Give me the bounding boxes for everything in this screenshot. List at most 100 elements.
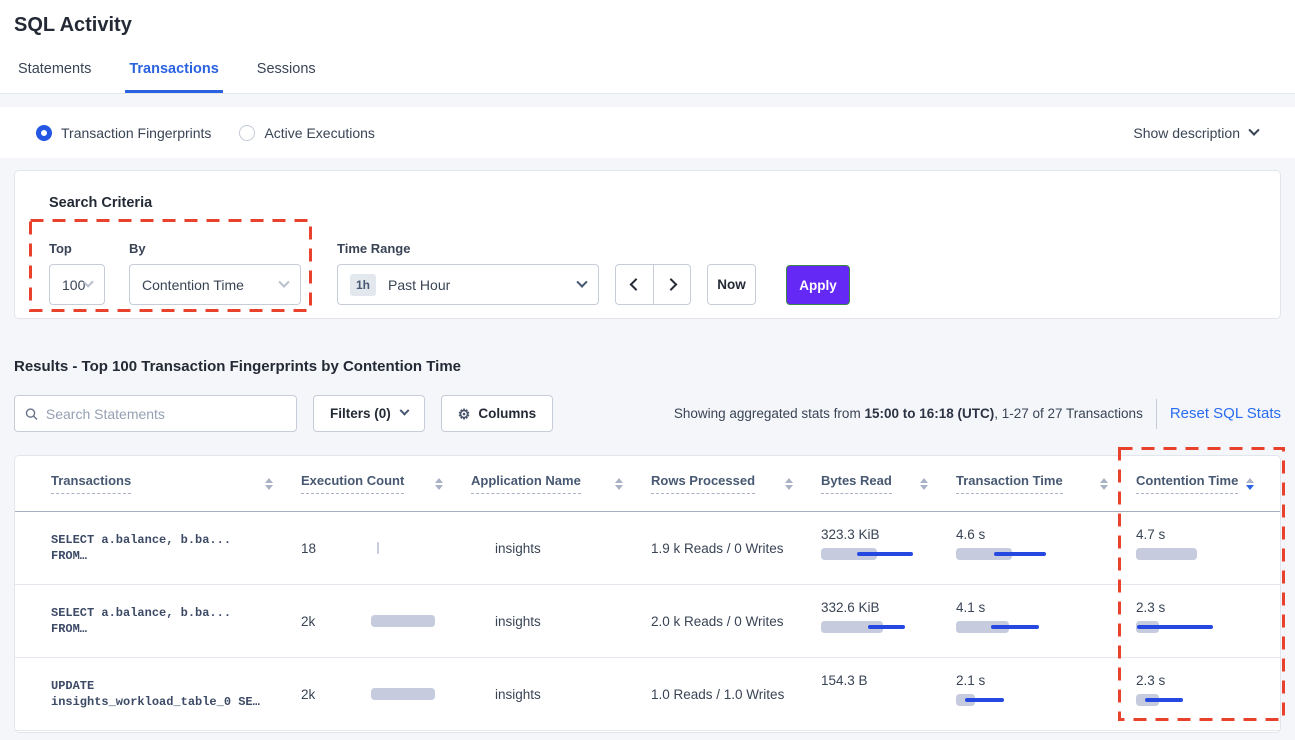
- table-row[interactable]: UPDATE insights_workload_table_0 SE… 2k …: [15, 658, 1280, 731]
- sort-icon[interactable]: [1246, 477, 1254, 490]
- radio-selected-icon: [36, 124, 52, 141]
- transaction-fingerprint-cell[interactable]: UPDATE insights_workload_table_0 SE…: [51, 658, 301, 730]
- transaction-fingerprint-cell[interactable]: SELECT a.balance, b.ba... FROM…: [51, 512, 301, 584]
- table-row[interactable]: SELECT a.balance, b.ba... FROM… 2k insig…: [15, 585, 1280, 658]
- sql-text: FROM…: [51, 622, 88, 636]
- column-header-execution-count[interactable]: Execution Count: [301, 473, 471, 494]
- time-nav-group: [615, 264, 691, 305]
- page-title: SQL Activity: [14, 14, 132, 36]
- sql-text: insights_workload_table_0 SE…: [51, 695, 260, 709]
- chevron-down-icon: [278, 276, 290, 288]
- next-time-button[interactable]: [653, 265, 690, 304]
- column-label: Bytes Read: [821, 473, 892, 494]
- transaction-fingerprint-cell[interactable]: SELECT a.balance, b.ba... FROM…: [51, 585, 301, 657]
- search-criteria-heading: Search Criteria: [49, 195, 153, 211]
- top-select[interactable]: 100: [49, 264, 105, 305]
- bytes-read-cell: 332.6 KiB: [821, 585, 956, 657]
- sort-icon[interactable]: [920, 477, 928, 490]
- column-label: Application Name: [471, 473, 581, 494]
- by-select[interactable]: Contention Time: [129, 264, 301, 305]
- column-label: Rows Processed: [651, 473, 756, 494]
- table-row[interactable]: SELECT a.balance, b.ba... FROM… 18 insig…: [15, 512, 1280, 585]
- chevron-down-icon: [1248, 124, 1260, 136]
- execution-count-value: 2k: [301, 686, 316, 702]
- tab-sessions[interactable]: Sessions: [256, 61, 316, 77]
- results-heading: Results - Top 100 Transaction Fingerprin…: [14, 358, 462, 375]
- bytes-read-value: 332.6 KiB: [821, 600, 880, 615]
- by-field: By Contention Time: [129, 241, 301, 305]
- tab-transactions[interactable]: Transactions: [125, 61, 223, 93]
- show-description-toggle[interactable]: Show description: [1133, 124, 1260, 141]
- transaction-time-bar: [956, 694, 1056, 706]
- bytes-read-value: 323.3 KiB: [821, 527, 880, 542]
- application-name-cell: insights: [495, 613, 541, 629]
- stats-area: Showing aggregated stats from 15:00 to 1…: [673, 398, 1281, 429]
- top-field: Top 100: [49, 241, 105, 305]
- sort-icon[interactable]: [785, 477, 793, 490]
- bytes-read-cell: 323.3 KiB: [821, 512, 956, 584]
- apply-button[interactable]: Apply: [786, 265, 850, 305]
- show-description-label: Show description: [1133, 124, 1240, 141]
- top-label: Top: [49, 241, 72, 256]
- rows-processed-cell: 1.9 k Reads / 0 Writes: [651, 540, 784, 556]
- contention-time-cell: 2.3 s: [1136, 658, 1282, 730]
- sort-icon[interactable]: [435, 477, 443, 490]
- tab-bar: Statements Transactions Sessions: [14, 61, 1281, 93]
- time-range-select[interactable]: 1h Past Hour: [337, 264, 599, 305]
- sql-text: SELECT a.balance, b.ba...: [51, 533, 232, 547]
- columns-label: Columns: [478, 406, 537, 421]
- execution-count-bar: [371, 542, 437, 554]
- sort-icon[interactable]: [615, 477, 623, 490]
- sql-text: SELECT a.balance, b.ba...: [51, 606, 232, 620]
- transaction-time-bar: [956, 548, 1056, 560]
- filters-button[interactable]: Filters (0): [313, 395, 425, 432]
- reset-sql-stats-link[interactable]: Reset SQL Stats: [1169, 405, 1281, 422]
- transaction-time-cell: 2.1 s: [956, 658, 1136, 730]
- contention-time-value: 2.3 s: [1136, 673, 1166, 688]
- application-name-cell: insights: [495, 686, 541, 702]
- sql-text: UPDATE: [51, 679, 95, 693]
- top-value: 100: [62, 276, 86, 293]
- rows-processed-cell: 1.0 Reads / 1.0 Writes: [651, 686, 785, 702]
- time-range-badge: 1h: [350, 273, 377, 296]
- transaction-time-value: 4.6 s: [956, 527, 986, 542]
- time-range-value: Past Hour: [388, 276, 451, 293]
- tab-statements[interactable]: Statements: [18, 61, 92, 77]
- column-label: Execution Count: [301, 473, 405, 494]
- execution-count-bar: [371, 688, 437, 700]
- transaction-time-bar: [956, 621, 1056, 633]
- columns-button[interactable]: ⚙ Columns: [440, 395, 554, 432]
- radio-transaction-fingerprints[interactable]: Transaction Fingerprints: [36, 124, 212, 141]
- table-header-row: Transactions Execution Count Application…: [15, 456, 1280, 512]
- radio-active-executions[interactable]: Active Executions: [239, 124, 375, 141]
- sql-text: FROM…: [51, 549, 88, 563]
- column-header-rows-processed[interactable]: Rows Processed: [651, 473, 821, 494]
- bytes-read-bar: [821, 548, 921, 560]
- page-header: SQL Activity Statements Transactions Ses…: [0, 0, 1295, 94]
- search-statements-box: [14, 395, 297, 432]
- sort-icon[interactable]: [1100, 477, 1108, 490]
- angle-right-icon: [664, 278, 677, 291]
- aggregated-stats-text: Showing aggregated stats from 15:00 to 1…: [673, 406, 1143, 421]
- radio-unselected-icon: [239, 124, 256, 141]
- column-header-application-name[interactable]: Application Name: [471, 473, 651, 494]
- column-label: Contention Time: [1136, 473, 1239, 494]
- column-header-transaction-time[interactable]: Transaction Time: [956, 473, 1136, 494]
- prev-time-button[interactable]: [616, 265, 653, 304]
- sort-icon[interactable]: [265, 477, 273, 490]
- column-header-contention-time[interactable]: Contention Time: [1136, 473, 1282, 494]
- application-name-cell: insights: [495, 540, 541, 556]
- vertical-divider: [1155, 398, 1157, 429]
- radio-label: Transaction Fingerprints: [61, 124, 212, 141]
- by-label: By: [129, 241, 146, 256]
- transaction-time-cell: 4.1 s: [956, 585, 1136, 657]
- by-value: Contention Time: [142, 276, 244, 293]
- contention-time-value: 2.3 s: [1136, 600, 1166, 615]
- now-button[interactable]: Now: [707, 264, 756, 305]
- search-statements-input[interactable]: [45, 405, 286, 422]
- contention-time-bar: [1136, 548, 1236, 560]
- radio-label: Active Executions: [264, 124, 375, 141]
- column-header-bytes-read[interactable]: Bytes Read: [821, 473, 956, 494]
- column-header-transactions[interactable]: Transactions: [51, 473, 301, 494]
- bytes-read-value: 154.3 B: [821, 673, 868, 688]
